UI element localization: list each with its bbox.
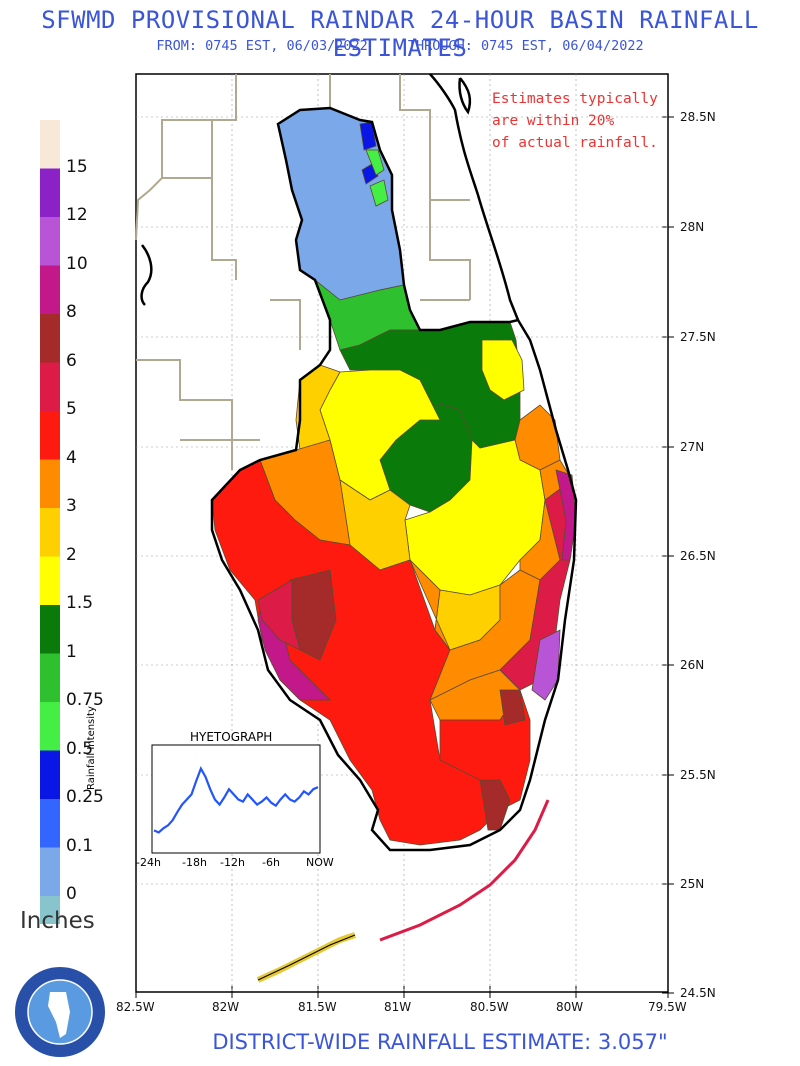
note-line-2: are within 20% <box>492 113 615 129</box>
note-line-1: Estimates typically <box>492 91 658 107</box>
latitude-label: 26.5N <box>680 549 716 563</box>
legend-swatch <box>40 217 60 266</box>
legend-label: 4 <box>66 447 77 468</box>
sfwmd-logo <box>13 965 107 1059</box>
longitude-label: 80W <box>556 1000 584 1014</box>
longitude-label: 79.5W <box>648 1000 687 1014</box>
longitude-label: 81.5W <box>298 1000 337 1014</box>
legend-swatch <box>40 750 60 799</box>
legend-label: 0.1 <box>66 835 94 856</box>
legend-swatch <box>40 653 60 702</box>
map-frame <box>135 73 669 993</box>
legend-label: 15 <box>66 156 88 177</box>
legend-swatch <box>40 168 60 217</box>
legend-label: 0.25 <box>66 787 104 807</box>
hyetograph-tick: -24h <box>136 856 161 869</box>
district-wide-estimate: DISTRICT-WIDE RAINFALL ESTIMATE: 3.057" <box>212 1030 668 1054</box>
district-boundary <box>210 106 578 852</box>
legend-label: 0 <box>66 884 77 904</box>
legend-swatch <box>40 556 60 605</box>
legend-swatch <box>40 799 60 848</box>
hyetograph-tick: -12h <box>220 856 245 869</box>
through-time: THROUGH: 0745 EST, 06/04/2022 <box>407 38 644 54</box>
legend-swatch <box>40 362 60 411</box>
latitude-label: 26N <box>680 658 705 672</box>
latitude-label: 25N <box>680 877 705 891</box>
longitude-label: 80.5W <box>470 1000 509 1014</box>
coastline-outside <box>140 73 520 321</box>
hyetograph-tick: NOW <box>306 856 334 869</box>
legend-label: 1.5 <box>66 593 94 613</box>
legend-label: 3 <box>66 496 77 516</box>
note-line-3: of actual rainfall. <box>492 135 658 151</box>
longitude-label: 82W <box>212 1000 240 1014</box>
legend-swatch <box>40 459 60 508</box>
florida-keys <box>256 799 550 983</box>
from-time: FROM: 0745 EST, 06/03/2022 <box>156 38 368 54</box>
legend-swatch <box>40 508 60 557</box>
longitude-label: 82.5W <box>116 1000 155 1014</box>
hyetograph-tick: -18h <box>182 856 207 869</box>
time-range: FROM: 0745 EST, 06/03/2022 THROUGH: 0745… <box>0 38 800 54</box>
hyetograph-tick: -6h <box>262 856 280 869</box>
hyetograph-ylabel: Rainfall Intensity <box>86 706 97 790</box>
hyetograph-title: HYETOGRAPH <box>190 730 273 744</box>
legend-swatch <box>40 702 60 751</box>
legend-swatch <box>40 314 60 363</box>
legend-swatch <box>40 411 60 460</box>
hyetograph-box <box>151 744 321 854</box>
latitude-label: 25.5N <box>680 768 716 782</box>
county-lines <box>135 74 471 470</box>
latitude-label: 27.5N <box>680 330 716 344</box>
longitude-label: 81W <box>384 1000 412 1014</box>
legend-swatch <box>40 847 60 896</box>
latitude-label: 27N <box>680 440 705 454</box>
hyetograph-line <box>153 766 319 834</box>
legend-label: 10 <box>66 253 88 274</box>
legend-label: 1 <box>66 641 77 662</box>
legend-swatch <box>40 896 60 924</box>
latitude-label: 28N <box>680 220 705 234</box>
map-title: SFWMD PROVISIONAL RAINDAR 24-HOUR BASIN … <box>41 6 759 62</box>
legend-label: 12 <box>66 205 88 225</box>
latitude-label: 28.5N <box>680 110 716 124</box>
legend-label: 6 <box>66 350 77 371</box>
legend-label: 0.75 <box>66 690 104 710</box>
rainfall-regions <box>211 107 577 846</box>
legend-color-bar <box>40 120 60 924</box>
legend-label: 2 <box>66 544 77 565</box>
legend-swatch <box>40 120 60 169</box>
legend-units: Inches <box>20 908 95 934</box>
latitude-label: 24.5N <box>680 986 716 1000</box>
legend-swatch <box>40 265 60 314</box>
legend-label: 5 <box>66 399 77 419</box>
accuracy-note: Estimates typically are within 20% of ac… <box>492 88 672 154</box>
legend-swatch <box>40 605 60 654</box>
legend-label: 8 <box>66 302 77 322</box>
legend-label: 0.5 <box>66 738 94 759</box>
